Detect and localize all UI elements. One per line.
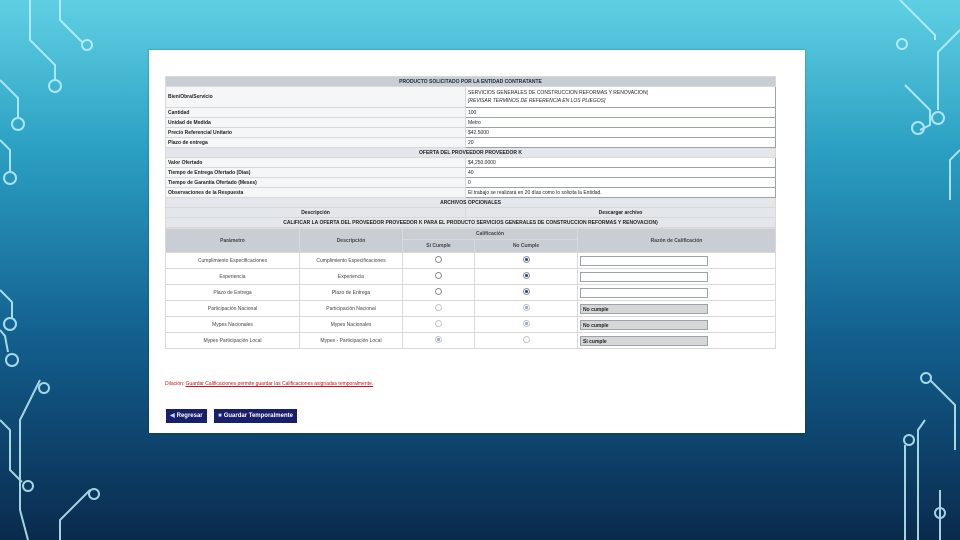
product-value-precio: $42.5000 xyxy=(465,127,776,138)
si-cumple-radio xyxy=(435,304,442,311)
product-label-bien: Bien/Obra/Servicio xyxy=(165,86,466,108)
param-name: Mypes Participación Local xyxy=(165,332,300,349)
save-note: Dilación: Guardar Calificaciones permite… xyxy=(165,381,373,387)
product-value-unidad: Metro xyxy=(465,117,776,128)
param-description: Experiencia xyxy=(299,268,403,285)
no-cumple-radio[interactable] xyxy=(522,272,530,279)
param-name: Participación Nacional xyxy=(165,300,300,317)
product-table: PRODUCTO SOLICITADO POR LA ENTIDAD CONTR… xyxy=(165,76,776,228)
offer-value-entrega: 40 xyxy=(465,167,776,178)
no-cumple-radio[interactable] xyxy=(522,288,530,295)
offer-label-garantia: Tiempo de Garantía Ofertado (Meses) xyxy=(165,177,466,188)
qualify-row-mypes-local: Mypes Participación Local Mypes - Partic… xyxy=(165,332,777,349)
save-temp-button[interactable]: ■ Guardar Temporalmente xyxy=(214,409,297,423)
back-arrow-icon: ◀ xyxy=(170,413,175,419)
offer-label-valor: Valor Ofertado xyxy=(165,157,466,168)
param-description: Plazo de Entrega xyxy=(299,284,403,301)
no-cumple-radio xyxy=(522,336,530,343)
save-temp-button-label: Guardar Temporalmente xyxy=(223,413,293,419)
files-col-descripcion: Descripción xyxy=(165,207,466,218)
param-description: Mypes Nacionales xyxy=(299,316,403,333)
offer-value-observaciones: El trabajo se realizará en 20 días como … xyxy=(465,187,776,198)
product-label-cantidad: Cantidad xyxy=(165,107,466,118)
si-cumple-radio xyxy=(435,336,442,343)
param-name: Plazo de Entrega xyxy=(165,284,300,301)
files-col-descargar: Descargar archivo xyxy=(465,207,776,218)
param-name: Cumplimiento Especificaciones xyxy=(165,252,300,269)
razon-input[interactable] xyxy=(580,287,709,298)
save-note-link[interactable]: Guardar Calificaciones permite guardar l… xyxy=(185,381,374,387)
param-name: Mypes Nacionales xyxy=(165,316,300,333)
si-cumple-radio[interactable] xyxy=(435,256,442,263)
product-value-cantidad: 100 xyxy=(465,107,776,118)
param-description: Mypes - Participación Local xyxy=(299,332,403,349)
action-buttons: ◀ Regresar ■ Guardar Temporalmente xyxy=(166,409,300,427)
qualify-section-title: CALIFICAR LA OFERTA DEL PROVEEDOR PROVEE… xyxy=(165,217,776,228)
qualify-col-descripcion: Descripción xyxy=(299,228,403,253)
si-cumple-radio[interactable] xyxy=(435,288,442,295)
no-cumple-radio xyxy=(522,304,530,311)
razon-input[interactable] xyxy=(580,255,709,266)
product-label-precio: Precio Referencial Unitario xyxy=(165,127,466,138)
product-label-unidad: Unidad de Medida xyxy=(165,117,466,128)
qualify-row-cumplimiento: Cumplimiento Especificaciones Cumplimien… xyxy=(165,252,777,269)
product-value-plazo: 20 xyxy=(465,137,776,148)
qualification-table: Parámetro Descripción Calificación Razón… xyxy=(165,228,777,349)
offer-value-garantia: 0 xyxy=(465,177,776,188)
offer-section-title: OFERTA DEL PROVEEDOR PROVEEDOR K xyxy=(165,147,776,158)
qualify-row-mypes-nacionales: Mypes Nacionales Mypes Nacionales No cum… xyxy=(165,316,777,333)
qualify-row-experiencia: Experiencia Experiencia xyxy=(165,268,777,285)
qualify-col-si: Si Cumple xyxy=(402,239,475,253)
razon-readonly: No cumple xyxy=(580,319,709,330)
razon-readonly: Si cumple xyxy=(580,335,709,346)
razon-readonly: No cumple xyxy=(580,303,709,314)
param-name: Experiencia xyxy=(165,268,300,285)
save-note-prefix: Dilación: xyxy=(165,381,185,387)
qualify-col-razon: Razón de Calificación xyxy=(577,228,777,253)
si-cumple-radio xyxy=(435,320,442,327)
razon-input[interactable] xyxy=(580,271,709,282)
param-description: Participación Nacional xyxy=(299,300,403,317)
qualify-row-plazo: Plazo de Entrega Plazo de Entrega xyxy=(165,284,777,301)
files-section-title: ARCHIVOS OPCIONALES xyxy=(165,197,776,208)
product-bien-text: SERVICIOS GENERALES DE CONSTRUCCION REFO… xyxy=(468,90,649,96)
product-label-plazo: Plazo de entrega xyxy=(165,137,466,148)
qualify-col-parametro: Parámetro xyxy=(165,228,300,253)
evaluation-form: PRODUCTO SOLICITADO POR LA ENTIDAD CONTR… xyxy=(165,76,777,349)
back-button[interactable]: ◀ Regresar xyxy=(166,409,207,423)
back-button-label: Regresar xyxy=(176,413,203,419)
product-section-title: PRODUCTO SOLICITADO POR LA ENTIDAD CONTR… xyxy=(165,76,776,87)
qualify-col-no: No Cumple xyxy=(473,239,579,253)
no-cumple-radio xyxy=(522,320,530,327)
no-cumple-radio[interactable] xyxy=(522,256,530,263)
product-bien-link[interactable]: [REVISAR TERMINOS DE REFERENCIA EN LOS P… xyxy=(468,98,606,104)
qualify-row-participacion-nacional: Participación Nacional Participación Nac… xyxy=(165,300,777,317)
offer-label-observaciones: Observaciones de la Respuesta xyxy=(165,187,466,198)
save-disk-icon: ■ xyxy=(218,413,222,419)
qualify-col-calificacion: Calificación xyxy=(401,228,579,240)
offer-value-valor: $4,250.0000 xyxy=(465,157,776,168)
param-description: Cumplimiento Especificaciones xyxy=(299,252,403,269)
offer-label-entrega: Tiempo de Entrega Ofertado (Días) xyxy=(165,167,466,178)
si-cumple-radio[interactable] xyxy=(435,272,442,279)
product-value-bien: SERVICIOS GENERALES DE CONSTRUCCION REFO… xyxy=(465,86,776,108)
evaluation-window: PRODUCTO SOLICITADO POR LA ENTIDAD CONTR… xyxy=(149,50,805,433)
